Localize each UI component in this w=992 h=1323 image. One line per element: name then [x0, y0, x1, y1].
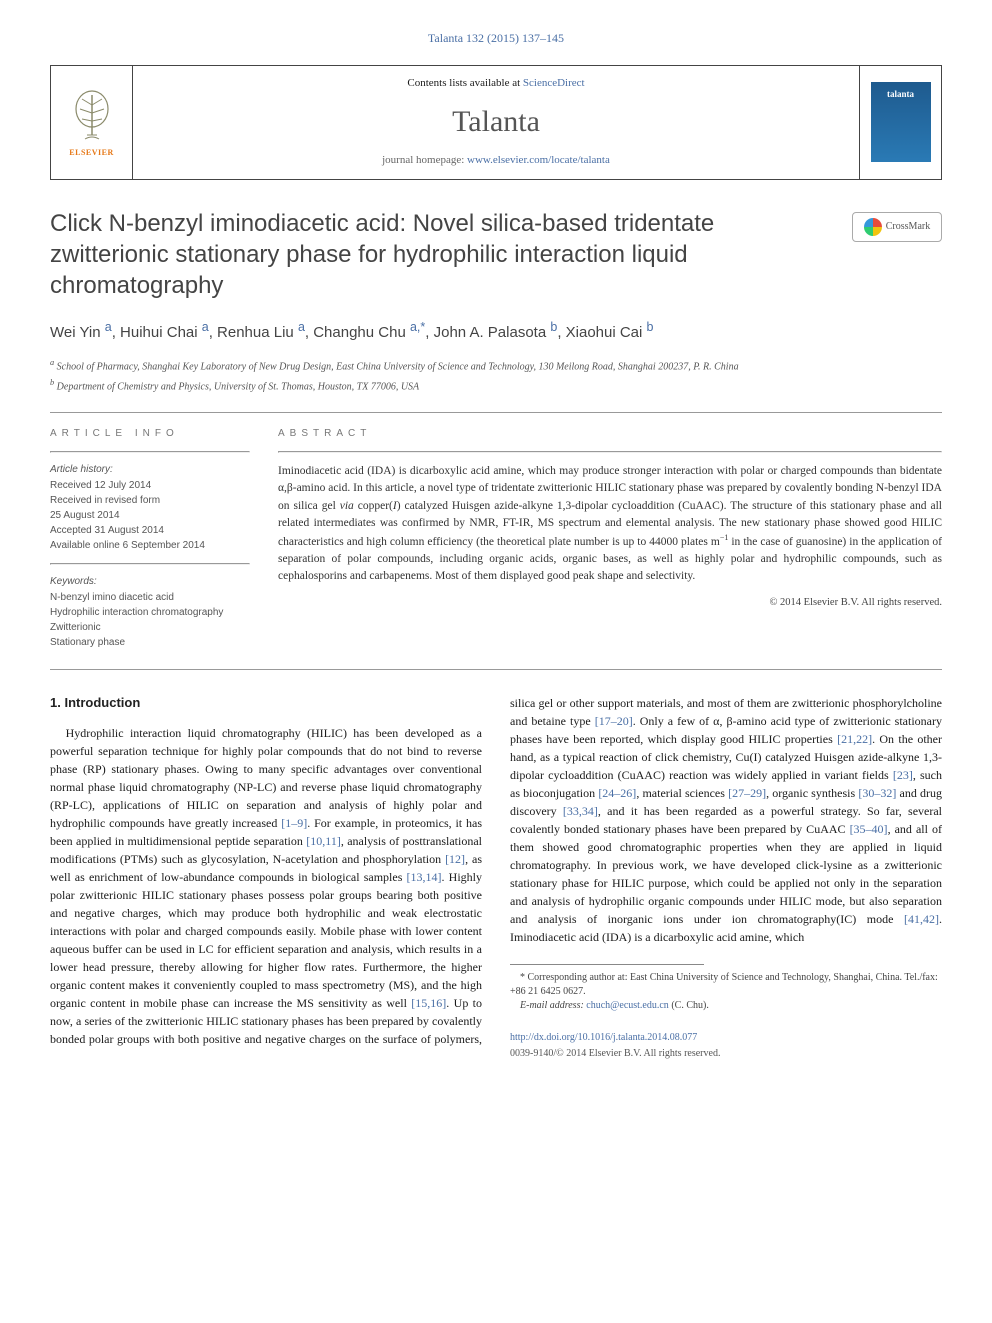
keywords-label: Keywords: — [50, 575, 250, 589]
info-divider — [278, 451, 942, 453]
article-info-label: ARTICLE INFO — [50, 427, 250, 441]
abstract-column: ABSTRACT Iminodiacetic acid (IDA) is dic… — [278, 427, 942, 651]
crossmark-icon — [864, 218, 882, 236]
abstract-copyright: © 2014 Elsevier B.V. All rights reserved… — [278, 596, 942, 611]
info-abstract-row: ARTICLE INFO Article history: Received 1… — [50, 427, 942, 651]
publisher-logo-cell: ELSEVIER — [51, 66, 133, 179]
email-line: E-mail address: chuch@ecust.edu.cn (C. C… — [510, 999, 942, 1013]
doi-link[interactable]: http://dx.doi.org/10.1016/j.talanta.2014… — [510, 1032, 697, 1043]
info-divider — [50, 451, 250, 453]
info-divider — [50, 563, 250, 565]
body-columns: 1. Introduction Hydrophilic interaction … — [50, 694, 942, 1061]
divider — [50, 669, 942, 670]
keyword: Zwitterionic — [50, 621, 250, 635]
affiliations: a School of Pharmacy, Shanghai Key Labor… — [50, 357, 942, 394]
homepage-prefix: journal homepage: — [382, 154, 467, 166]
corresponding-note: * Corresponding author at: East China Un… — [510, 971, 942, 999]
email-link[interactable]: chuch@ecust.edu.cn — [586, 1000, 669, 1011]
keyword: N-benzyl imino diacetic acid — [50, 591, 250, 605]
history-item: Accepted 31 August 2014 — [50, 524, 250, 538]
email-label: E-mail address: — [520, 1000, 586, 1011]
article-title: Click N-benzyl iminodiacetic acid: Novel… — [50, 208, 834, 302]
crossmark-label: CrossMark — [886, 220, 930, 234]
divider — [50, 412, 942, 413]
history-item: 25 August 2014 — [50, 509, 250, 523]
contents-line: Contents lists available at ScienceDirec… — [133, 76, 859, 91]
homepage-link[interactable]: www.elsevier.com/locate/talanta — [467, 154, 610, 166]
authors: Wei Yin a, Huihui Chai a, Renhua Liu a, … — [50, 319, 942, 343]
abstract-text: Iminodiacetic acid (IDA) is dicarboxylic… — [278, 463, 942, 586]
journal-cover-icon: talanta — [871, 82, 931, 162]
history-item: Received in revised form — [50, 494, 250, 508]
affiliation: a School of Pharmacy, Shanghai Key Labor… — [50, 357, 942, 374]
crossmark-badge[interactable]: CrossMark — [852, 212, 942, 242]
masthead: ELSEVIER Contents lists available at Sci… — [50, 65, 942, 180]
footnote-separator — [510, 964, 704, 965]
homepage-line: journal homepage: www.elsevier.com/locat… — [133, 153, 859, 168]
journal-cover-cell: talanta — [859, 66, 941, 179]
journal-name: Talanta — [133, 101, 859, 143]
affiliation: b Department of Chemistry and Physics, U… — [50, 377, 942, 394]
footer-copyright: 0039-9140/© 2014 Elsevier B.V. All right… — [510, 1047, 942, 1061]
publisher-label: ELSEVIER — [69, 147, 113, 158]
sciencedirect-link[interactable]: ScienceDirect — [523, 77, 585, 89]
keyword: Stationary phase — [50, 636, 250, 650]
contents-prefix: Contents lists available at — [407, 77, 522, 89]
title-row: Click N-benzyl iminodiacetic acid: Novel… — [50, 208, 942, 302]
email-suffix: (C. Chu). — [669, 1000, 709, 1011]
abstract-label: ABSTRACT — [278, 427, 942, 441]
elsevier-tree-icon — [67, 87, 117, 147]
footer-block: http://dx.doi.org/10.1016/j.talanta.2014… — [510, 1031, 942, 1061]
history-item: Available online 6 September 2014 — [50, 539, 250, 553]
keyword: Hydrophilic interaction chromatography — [50, 606, 250, 620]
section-heading: 1. Introduction — [50, 694, 482, 712]
citation-header: Talanta 132 (2015) 137–145 — [50, 30, 942, 47]
article-info: ARTICLE INFO Article history: Received 1… — [50, 427, 250, 651]
history-label: Article history: — [50, 463, 250, 477]
masthead-center: Contents lists available at ScienceDirec… — [133, 66, 859, 179]
journal-cover-text: talanta — [887, 88, 914, 101]
history-item: Received 12 July 2014 — [50, 479, 250, 493]
